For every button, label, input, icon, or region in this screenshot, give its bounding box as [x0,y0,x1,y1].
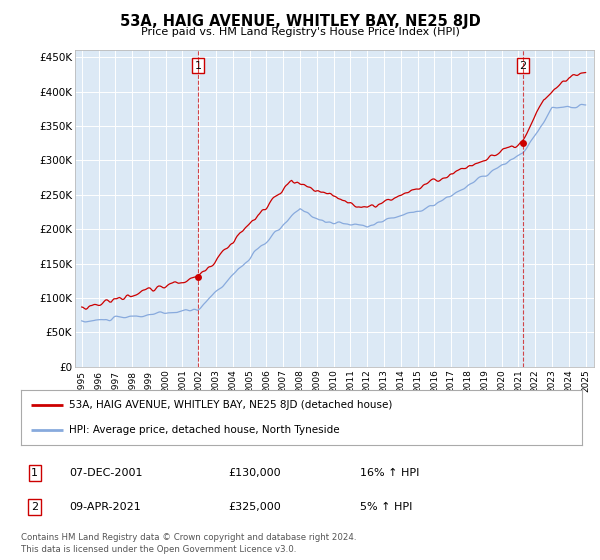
Text: 2: 2 [31,502,38,512]
Text: 1: 1 [194,60,202,71]
Text: 1: 1 [31,468,38,478]
Text: £325,000: £325,000 [228,502,281,512]
Text: 53A, HAIG AVENUE, WHITLEY BAY, NE25 8JD (detached house): 53A, HAIG AVENUE, WHITLEY BAY, NE25 8JD … [68,400,392,410]
Text: 09-APR-2021: 09-APR-2021 [69,502,141,512]
Text: Price paid vs. HM Land Registry's House Price Index (HPI): Price paid vs. HM Land Registry's House … [140,27,460,37]
Text: 53A, HAIG AVENUE, WHITLEY BAY, NE25 8JD: 53A, HAIG AVENUE, WHITLEY BAY, NE25 8JD [119,14,481,29]
Text: £130,000: £130,000 [228,468,281,478]
Text: Contains HM Land Registry data © Crown copyright and database right 2024.
This d: Contains HM Land Registry data © Crown c… [21,533,356,554]
Text: HPI: Average price, detached house, North Tyneside: HPI: Average price, detached house, Nort… [68,426,340,435]
Text: 2: 2 [520,60,527,71]
Text: 16% ↑ HPI: 16% ↑ HPI [360,468,419,478]
Text: 07-DEC-2001: 07-DEC-2001 [69,468,143,478]
Text: 5% ↑ HPI: 5% ↑ HPI [360,502,412,512]
